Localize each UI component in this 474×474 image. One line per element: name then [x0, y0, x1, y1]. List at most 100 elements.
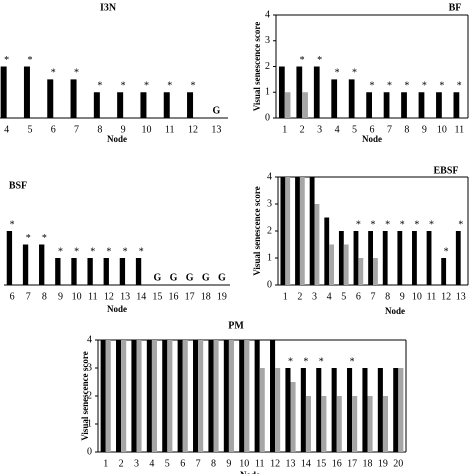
bar-label: *	[42, 233, 47, 244]
x-tick-label: 20	[393, 458, 403, 469]
bar	[441, 258, 447, 285]
x-tick-label: 8	[97, 124, 102, 135]
x-tick-label: 1	[103, 458, 108, 469]
bar-label: *	[27, 55, 32, 66]
bar	[208, 340, 214, 452]
bar	[353, 231, 359, 285]
x-tick-label: 7	[26, 291, 31, 302]
bar	[290, 382, 296, 452]
y-tick-label: 4	[87, 334, 92, 345]
bar-label: *	[404, 81, 409, 92]
bar	[140, 92, 147, 118]
bar	[285, 177, 291, 285]
bar	[366, 92, 372, 118]
x-tick-label: 5	[165, 458, 170, 469]
bar-label: *	[429, 219, 434, 230]
x-tick-label: 13	[211, 124, 221, 135]
x-tick-label: 4	[149, 458, 154, 469]
bar	[116, 340, 122, 452]
bar	[285, 368, 291, 452]
x-tick-label: 6	[51, 124, 56, 135]
x-axis-label: Node	[107, 134, 127, 144]
bar	[182, 340, 188, 452]
x-tick-label: 7	[74, 124, 79, 135]
y-tick-label: 1	[265, 87, 270, 98]
x-tick-label: 9	[226, 458, 231, 469]
bar	[70, 79, 77, 118]
bar	[324, 217, 330, 285]
y-axis-label: Visual senescence score	[80, 351, 90, 440]
y-axis-label: Visual senescence score	[252, 186, 262, 275]
y-axis-label: Visual senescence score	[252, 22, 262, 111]
bar	[383, 92, 390, 118]
x-axis-label: Node	[240, 470, 260, 474]
x-axis-label: Node	[107, 304, 127, 314]
bar	[412, 231, 417, 285]
bar	[100, 340, 106, 452]
bar-label: *	[97, 81, 102, 92]
x-tick-label: 2	[297, 291, 302, 302]
x-tick-label: 3	[317, 124, 322, 135]
bar-label: *	[335, 68, 340, 79]
x-tick-label: 3	[312, 291, 317, 302]
bar-label: *	[356, 219, 361, 230]
bar-label: *	[74, 68, 79, 79]
bar-label: *	[350, 356, 355, 367]
bar-label: *	[414, 219, 419, 230]
bar-label: *	[319, 356, 324, 367]
bar	[284, 92, 291, 118]
bar	[136, 340, 142, 452]
bar	[23, 66, 30, 118]
bar	[347, 368, 353, 452]
x-tick-label: 3	[134, 458, 139, 469]
bar	[71, 258, 77, 285]
bar	[131, 340, 137, 452]
x-tick-label: 4	[4, 124, 9, 135]
x-tick-label: 12	[270, 458, 280, 469]
x-tick-label: 14	[136, 291, 146, 302]
bar	[117, 92, 124, 118]
bar-label: *	[74, 246, 79, 257]
x-tick-label: 14	[301, 458, 311, 469]
bar-label: G	[186, 272, 194, 283]
panel-title: BSF	[9, 180, 27, 191]
bar	[121, 340, 127, 452]
bar	[453, 92, 460, 118]
y-tick-label: 0	[87, 446, 92, 457]
x-tick-label: 10	[412, 291, 422, 302]
bar	[331, 368, 337, 452]
bar	[103, 258, 109, 285]
bar	[401, 92, 407, 118]
bar-label: *	[385, 219, 390, 230]
bar	[55, 258, 61, 285]
x-tick-label: 8	[385, 291, 390, 302]
x-tick-label: 19	[217, 291, 227, 302]
bar	[314, 204, 320, 285]
x-tick-label: 10	[437, 124, 447, 135]
panel-title: PM	[228, 320, 244, 331]
bar-label: *	[400, 219, 405, 230]
x-tick-label: 9	[422, 124, 427, 135]
x-axis-label: Node	[385, 306, 405, 316]
bar-label: *	[191, 81, 196, 92]
bar-label: *	[457, 81, 462, 92]
bar	[193, 340, 199, 452]
bar-label: *	[387, 81, 392, 92]
bar-label: *	[288, 356, 293, 367]
bar	[177, 340, 183, 452]
x-tick-label: 1	[283, 291, 288, 302]
bar	[418, 92, 425, 118]
bar	[270, 340, 276, 452]
bar	[87, 258, 93, 285]
bar	[278, 66, 285, 118]
x-tick-label: 17	[347, 458, 357, 469]
bar-label: *	[123, 246, 128, 257]
bar	[305, 396, 311, 452]
bar	[244, 340, 250, 452]
bar	[368, 231, 373, 285]
bar	[362, 368, 368, 452]
x-tick-label: 9	[58, 291, 63, 302]
x-tick-label: 5	[352, 124, 357, 135]
bar-label: *	[439, 81, 444, 92]
